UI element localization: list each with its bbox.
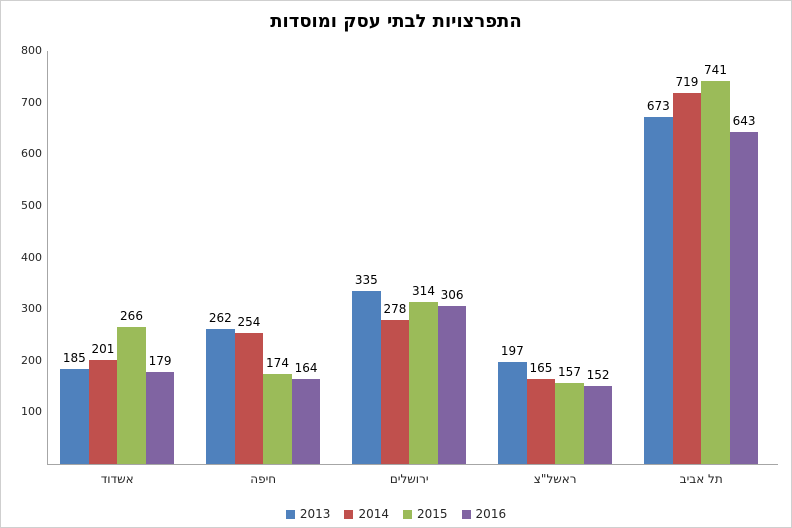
legend-item-2013: 2013 — [285, 507, 331, 521]
bar-value-label: 174 — [266, 356, 289, 371]
plot-area: 100 200 300 400 500 600 700 800 אשדוד חיפה ירושלים… — [21, 44, 778, 486]
bar-2014 — [234, 332, 264, 464]
x-axis-category-label: תל אביב — [679, 472, 723, 486]
bar-value-label: 164 — [294, 361, 318, 376]
bar-value-label: 165 — [529, 360, 553, 375]
bar-value-label: 278 — [383, 302, 407, 317]
bar-2015 — [701, 81, 730, 464]
bar-value-label: 266 — [120, 308, 143, 323]
bar-value-label: 719 — [675, 74, 699, 89]
legend-label: 2014 — [358, 507, 389, 521]
bar-value-label: 179 — [148, 353, 172, 368]
bar-value-label: 643 — [732, 114, 756, 129]
legend-item-2015: 2015 — [403, 507, 448, 521]
x-axis-category-label: חיפה — [250, 472, 277, 486]
bar-2014 — [380, 320, 410, 464]
legend-label: 2013 — [299, 507, 331, 521]
chart-title: התפרצויות לבתי עסק ומוסדות — [270, 11, 522, 32]
bar-2013 — [644, 116, 673, 464]
y-axis-tick-label: 400 — [21, 250, 42, 264]
bar-value-label: 262 — [208, 310, 232, 325]
x-axis-category-label: ראשל"צ — [533, 472, 577, 486]
bar-2015 — [117, 326, 146, 464]
bar-2013 — [206, 328, 235, 464]
x-axis-category-label: ירושלים — [389, 472, 429, 486]
legend-swatch-2015 — [403, 509, 412, 519]
bar-2014 — [672, 92, 702, 464]
y-axis-tick-label: 800 — [21, 44, 42, 57]
legend-label: 2015 — [417, 507, 448, 521]
y-axis-tick-label: 700 — [21, 95, 42, 109]
bar-value-label: 306 — [440, 288, 464, 303]
y-axis-tick-label: 100 — [21, 405, 42, 419]
legend-swatch-2013 — [285, 509, 295, 519]
y-axis-tick-label: 200 — [21, 353, 42, 367]
bar-2016 — [583, 385, 613, 464]
y-axis-tick-label: 600 — [21, 147, 42, 161]
bar-value-label: 185 — [62, 350, 86, 365]
bar-value-label: 673 — [646, 98, 670, 113]
bar-2013 — [60, 368, 89, 464]
bar-value-label: 335 — [354, 273, 378, 288]
bar-value-label: 197 — [500, 344, 524, 359]
bar-2016 — [729, 132, 759, 464]
legend-swatch-2014 — [344, 509, 354, 519]
bar-value-label: 152 — [586, 367, 610, 382]
bar-value-label: 157 — [558, 364, 581, 379]
legend-swatch-2016 — [461, 509, 471, 519]
legend-item-2014: 2014 — [344, 507, 389, 521]
legend-label: 2016 — [475, 507, 507, 521]
bar-2016 — [145, 371, 175, 464]
bar-2015 — [555, 382, 584, 464]
bar-2013 — [498, 362, 527, 464]
bar-2016 — [291, 379, 321, 464]
legend-item-2016: 2016 — [461, 507, 507, 521]
bar-value-label: 741 — [704, 63, 727, 78]
legend: 2013 2014 2015 2016 — [1, 507, 791, 521]
bar-value-label: 201 — [91, 342, 115, 357]
bar-2014 — [526, 378, 556, 464]
bar-2016 — [437, 306, 467, 464]
bar-2015 — [263, 374, 292, 464]
bar-2015 — [409, 301, 438, 464]
bar-2013 — [352, 291, 381, 464]
y-axis-tick-label: 500 — [21, 198, 42, 212]
x-axis-category-label: אשדוד — [100, 472, 134, 486]
bar-value-label: 254 — [237, 314, 261, 329]
bar-2014 — [88, 360, 118, 464]
bar-value-label: 314 — [412, 283, 435, 298]
y-axis-tick-label: 300 — [21, 302, 42, 316]
